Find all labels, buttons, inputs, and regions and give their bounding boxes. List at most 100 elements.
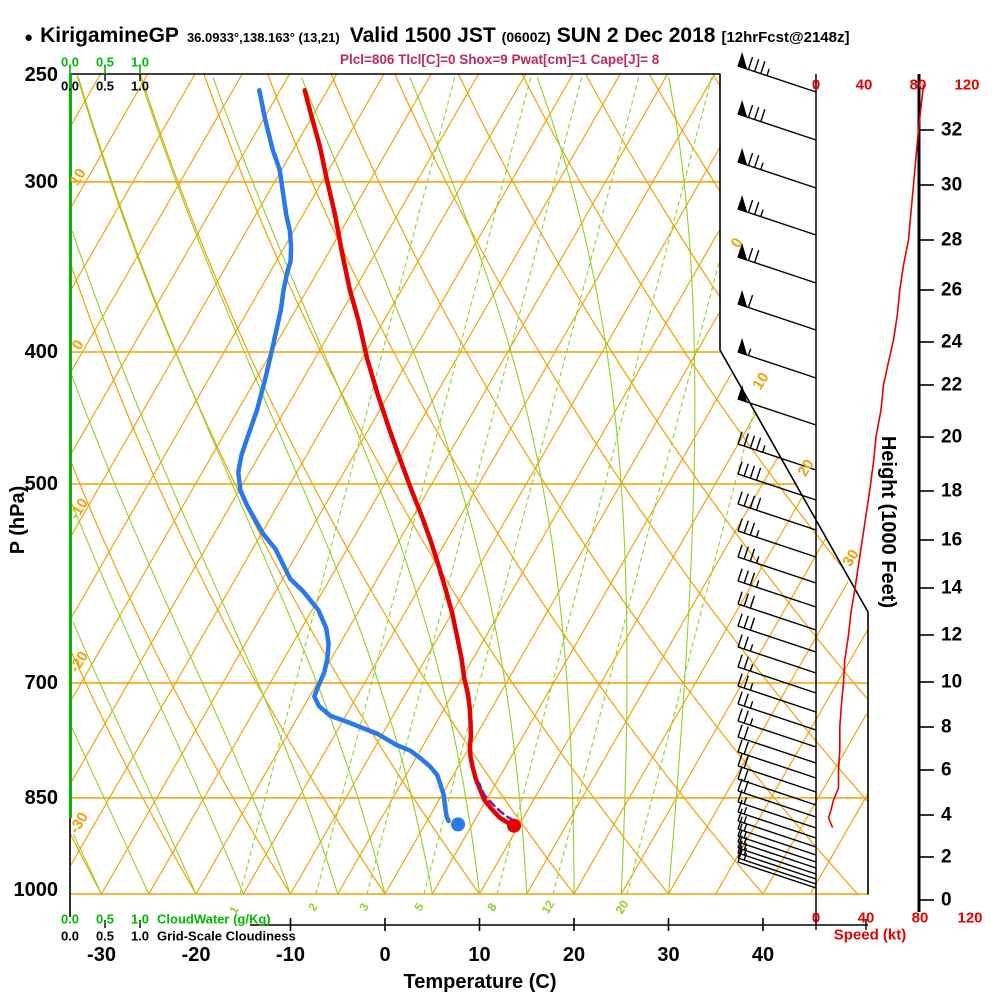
cloudwater-axis-title: CloudWater (g/Kg): [157, 912, 271, 927]
wind-barb-feather: [743, 675, 749, 689]
wind-barb-staff: [737, 835, 817, 863]
dry-adiabat-line: [76, 73, 481, 895]
cloudiness-axis-title: Grid-Scale Cloudiness: [157, 929, 296, 944]
mixing-ratio-line: [239, 73, 457, 895]
dry-adiabat-line: [712, 73, 721, 87]
wind-barb-feather: [755, 467, 762, 481]
temperature-tick-label: 30: [657, 944, 679, 966]
wind-barb-staff: [737, 841, 817, 869]
wind-barb-flag: [737, 337, 748, 356]
wind-barb-staff: [737, 398, 817, 426]
valid-date: SUN 2 Dec 2018: [556, 24, 716, 47]
wind-barb-half-feather: [749, 718, 754, 726]
cloudwater-scale-label: 1.0: [131, 55, 149, 70]
height-tick-label: 18: [941, 481, 962, 502]
dry-adiabat-line: [394, 73, 869, 803]
pressure-tick-label: 700: [25, 672, 58, 694]
wind-barb-feather: [737, 691, 743, 705]
height-tick-label: 10: [941, 672, 962, 693]
wind-barb-staff: [737, 811, 817, 839]
wind-barb-staff: [737, 847, 817, 875]
isotherm-line: [526, 457, 779, 895]
temperature-tick-label: -30: [87, 944, 116, 966]
wind-barb-feather: [737, 634, 743, 648]
moist-adiabat-line: [70, 372, 292, 895]
height-tick-label: 20: [941, 427, 962, 448]
wind-barb-feather: [749, 617, 756, 631]
isotherm-line: [478, 413, 757, 895]
moist-adiabat-line: [212, 77, 481, 895]
isotherm-line: [289, 145, 722, 895]
wind-barb-half-feather: [743, 843, 748, 851]
wind-barb-feather: [737, 789, 743, 803]
cloudwater-scale-label: 1.0: [131, 912, 149, 927]
wind-barb-feather: [747, 56, 754, 70]
height-tick-label: 16: [941, 530, 962, 551]
wind-barb-feather: [743, 693, 749, 707]
wind-barb-half-feather: [755, 530, 760, 538]
parcel-ascent-curve: [477, 781, 515, 822]
cloudiness-scale-label: 0.0: [61, 929, 79, 944]
pressure-tick-label: 1000: [14, 879, 59, 901]
wind-barb-feather: [749, 495, 756, 509]
dry-adiabat-line: [203, 73, 670, 895]
chart-title: ● KirigamineGP 36.0933°,138.163° (13,21)…: [24, 24, 984, 48]
height-tick-label: 32: [941, 120, 962, 141]
wind-barb-staff: [737, 256, 817, 284]
wind-barb-feather: [749, 435, 756, 449]
isotherm-line: [431, 373, 732, 895]
cloudiness-scale-label: 1.0: [131, 79, 149, 94]
speed-tick-label: 0: [812, 910, 820, 927]
wind-barb-staff: [737, 820, 817, 848]
dry-adiabat-line: [68, 457, 292, 895]
frame-border: [69, 73, 869, 895]
isotherm-line: [242, 73, 716, 895]
pressure-tick-label: 850: [25, 787, 58, 809]
height-tick-label: 12: [941, 625, 962, 646]
moist-adiabat-line: [73, 834, 103, 895]
wind-barb-staff: [737, 703, 817, 731]
wind-barb-feather: [747, 199, 754, 213]
isotherm-label: 10: [749, 369, 772, 392]
wind-barb-feather: [737, 778, 743, 792]
dry-adiabat-line: [69, 261, 386, 895]
moist-adiabat-line: [409, 77, 575, 895]
speed-tick-label: 120: [957, 910, 982, 927]
wind-barb-feather: [737, 829, 743, 843]
speed-axis-title: Speed (kt): [834, 927, 907, 944]
wind-barb-feather: [753, 106, 760, 120]
wind-barb-half-feather: [743, 837, 748, 845]
wind-barb-staff: [737, 580, 817, 608]
wind-barb-feather: [737, 753, 743, 767]
isotherm-line: [195, 73, 669, 895]
wind-barb-staff: [737, 765, 817, 793]
height-tick-label: 0: [941, 890, 952, 911]
isotherm-label: 30: [839, 546, 862, 569]
dry-adiabat-line: [139, 73, 575, 895]
wind-barb-half-feather: [755, 556, 760, 564]
cloudwater-scale-label: 0.0: [61, 55, 79, 70]
wind-barb-feather: [737, 673, 743, 687]
temperature-tick-label: 10: [468, 944, 490, 966]
wind-barb-flag: [737, 384, 748, 403]
wind-barb-feather: [755, 497, 762, 511]
wind-barb-half-feather: [743, 831, 748, 839]
wind-barb-feather: [737, 724, 743, 738]
wind-barb-half-feather: [743, 807, 748, 815]
height-tick-label: 8: [941, 717, 952, 738]
wind-barb-flag: [737, 242, 748, 261]
wind-barb-feather: [737, 766, 743, 780]
mixing-ratio-label: 3: [356, 900, 372, 913]
wind-barb-feather: [749, 522, 756, 536]
wind-barb-half-feather: [743, 824, 748, 832]
wind-speed-curve: [827, 84, 925, 828]
isotherm-label: 20: [794, 456, 817, 479]
dewpoint-curve: [236, 88, 451, 824]
dry-adiabat-line: [585, 73, 722, 299]
wind-barb-feather: [743, 615, 749, 629]
wind-barb-feather: [743, 593, 749, 607]
wind-barb-feather: [743, 636, 749, 650]
wind-barb-flag: [737, 99, 748, 118]
background-grid: [68, 73, 869, 895]
isotherm-line: [69, 73, 243, 375]
